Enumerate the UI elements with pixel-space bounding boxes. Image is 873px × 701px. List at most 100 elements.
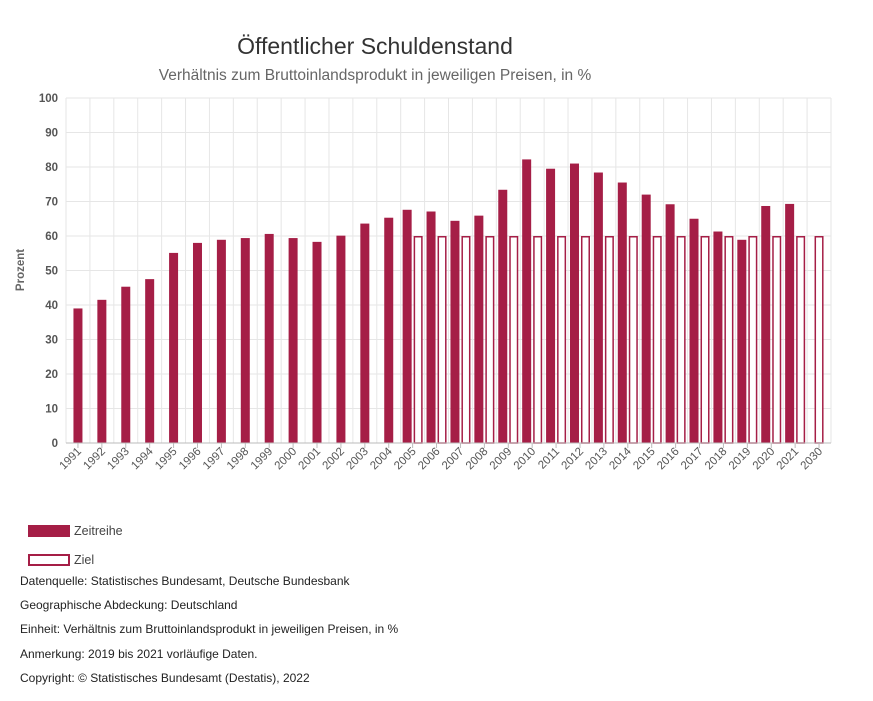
x-tick-label: 1999 <box>249 446 276 473</box>
x-tick-label: 2007 <box>440 446 467 473</box>
bar-zeitreihe-2020 <box>761 205 771 443</box>
x-tick-label: 1996 <box>177 446 204 473</box>
bar-zeitreihe-1991 <box>73 308 83 443</box>
y-tick-label: 10 <box>45 404 58 416</box>
legend-label-ziel: Ziel <box>74 553 95 567</box>
bar-zeitreihe-2009 <box>498 189 508 443</box>
chart-legend: Zeitreihe Ziel <box>28 521 123 579</box>
bar-zeitreihe-2006 <box>426 211 436 443</box>
bar-zeitreihe-2004 <box>384 217 394 443</box>
bar-zeitreihe-2007 <box>450 220 460 443</box>
bar-zeitreihe-2018 <box>713 231 723 443</box>
y-tick-label: 40 <box>45 300 58 312</box>
bar-ziel-2030 <box>814 236 824 444</box>
bar-ziel-2015 <box>652 236 662 444</box>
y-tick-label: 80 <box>45 162 58 174</box>
x-tick-label: 1997 <box>201 446 228 473</box>
x-axis-ticks: 1991199219931994199519961997199819992000… <box>57 443 825 472</box>
y-tick-label: 20 <box>45 369 58 381</box>
legend-label-zeitreihe: Zeitreihe <box>74 524 123 538</box>
bar-zeitreihe-2012 <box>569 163 579 444</box>
bar-zeitreihe-2013 <box>593 172 603 443</box>
x-tick-label: 2003 <box>344 446 371 473</box>
x-tick-label: 1992 <box>81 446 108 473</box>
bar-ziel-2005 <box>413 236 423 444</box>
bar-zeitreihe-1999 <box>264 233 274 443</box>
x-tick-label: 2020 <box>751 446 778 473</box>
bar-zeitreihe-2005 <box>402 209 412 443</box>
bar-zeitreihe-1995 <box>169 252 179 443</box>
bar-ziel-2007 <box>461 236 471 444</box>
x-tick-label: 2005 <box>392 446 419 473</box>
bar-ziel-2012 <box>580 236 590 444</box>
bar-ziel-2021 <box>796 236 806 444</box>
x-tick-label: 2012 <box>560 446 587 473</box>
x-tick-label: 2010 <box>512 446 539 473</box>
x-tick-label: 2018 <box>703 446 730 473</box>
y-axis-label: Prozent <box>15 249 27 291</box>
bar-ziel-2006 <box>437 236 447 444</box>
bar-zeitreihe-2000 <box>288 238 298 443</box>
y-tick-label: 70 <box>45 197 58 209</box>
bar-zeitreihe-1993 <box>121 286 131 443</box>
y-axis-ticks: 0 10 20 30 40 50 60 70 80 90 100 <box>39 93 58 450</box>
chart-subtitle: Verhältnis zum Bruttoinlandsprodukt in j… <box>159 67 592 84</box>
bar-ziel-2020 <box>772 236 782 444</box>
bar-ziel-2019 <box>748 236 758 444</box>
bar-zeitreihe-1994 <box>145 279 155 443</box>
bar-zeitreihe-2002 <box>336 235 346 443</box>
bar-zeitreihe-2014 <box>617 182 627 443</box>
bar-ziel-2017 <box>700 236 710 444</box>
note-coverage: Geographische Abdeckung: Deutschland <box>20 598 238 613</box>
x-tick-label: 2013 <box>583 446 610 473</box>
y-tick-label: 60 <box>45 231 58 243</box>
bar-ziel-2010 <box>533 236 543 444</box>
bar-zeitreihe-2021 <box>785 203 795 443</box>
bar-zeitreihe-2010 <box>522 159 532 443</box>
bar-ziel-2013 <box>604 236 614 444</box>
note-remark: Anmerkung: 2019 bis 2021 vorläufige Date… <box>20 646 258 661</box>
x-tick-label: 2019 <box>727 446 754 473</box>
bar-zeitreihe-1996 <box>192 242 202 443</box>
bar-zeitreihe-2017 <box>689 218 699 443</box>
y-tick-label: 90 <box>45 128 58 140</box>
note-copyright: Copyright: © Statistisches Bundesamt (De… <box>20 670 310 685</box>
x-tick-label: 2030 <box>799 446 826 473</box>
y-tick-label: 0 <box>52 438 58 450</box>
chart-title: Öffentlicher Schuldenstand <box>237 33 513 59</box>
x-tick-label: 1991 <box>57 446 84 473</box>
bar-zeitreihe-1992 <box>97 299 107 443</box>
bar-zeitreihe-2011 <box>546 168 556 443</box>
legend-swatch-outline <box>28 554 70 566</box>
legend-swatch-solid <box>28 525 70 537</box>
bar-ziel-2016 <box>676 236 686 444</box>
bar-ziel-2018 <box>724 236 734 444</box>
x-tick-label: 2016 <box>655 446 682 473</box>
x-tick-label: 2006 <box>416 446 443 473</box>
bar-zeitreihe-2008 <box>474 215 484 443</box>
bar-zeitreihe-2016 <box>665 204 675 443</box>
legend-item-zeitreihe[interactable]: Zeitreihe <box>28 521 123 541</box>
x-tick-label: 2021 <box>775 446 802 473</box>
x-tick-label: 1993 <box>105 446 132 473</box>
x-tick-label: 2011 <box>536 446 562 472</box>
bar-zeitreihe-2003 <box>360 223 370 443</box>
x-tick-label: 2008 <box>464 446 491 473</box>
bar-ziel-2009 <box>509 236 519 444</box>
bar-zeitreihe-2015 <box>641 194 651 443</box>
x-tick-label: 2002 <box>320 446 347 473</box>
x-tick-label: 2017 <box>679 446 706 473</box>
x-tick-label: 2014 <box>607 445 634 472</box>
note-unit: Einheit: Verhältnis zum Bruttoinlandspro… <box>20 622 399 637</box>
x-tick-label: 2000 <box>273 446 300 473</box>
x-tick-label: 2004 <box>368 445 395 472</box>
bar-ziel-2011 <box>557 236 567 444</box>
y-tick-label: 50 <box>45 266 58 278</box>
bar-ziel-2014 <box>628 236 638 444</box>
bar-zeitreihe-1998 <box>240 238 250 443</box>
x-tick-label: 1994 <box>129 445 156 472</box>
bar-zeitreihe-2019 <box>737 239 747 443</box>
x-tick-label: 1995 <box>153 446 180 473</box>
y-tick-label: 30 <box>45 335 58 347</box>
legend-item-ziel[interactable]: Ziel <box>28 550 123 570</box>
